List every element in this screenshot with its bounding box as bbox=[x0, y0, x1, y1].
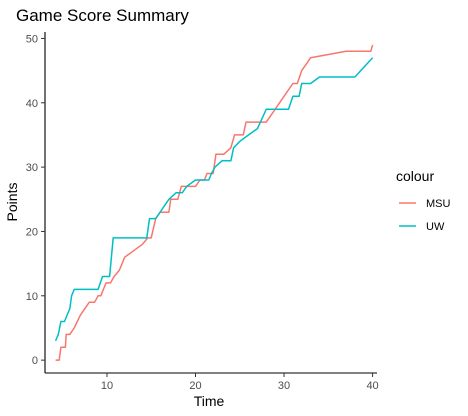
x-tick-label: 10 bbox=[101, 380, 113, 392]
y-tick-label: 40 bbox=[26, 98, 38, 110]
y-tick-label: 20 bbox=[26, 226, 38, 238]
y-axis-title: Points bbox=[4, 183, 20, 222]
y-tick-label: 0 bbox=[32, 355, 38, 367]
series-layer bbox=[54, 44, 374, 361]
x-tick-label: 40 bbox=[366, 380, 378, 392]
y-tick-label: 10 bbox=[26, 291, 38, 303]
legend-label-msu: MSU bbox=[426, 198, 451, 210]
series-line-msu bbox=[55, 44, 374, 361]
legend-label-uw: UW bbox=[426, 221, 445, 233]
chart-title: Game Score Summary bbox=[16, 6, 189, 25]
x-axis-title: Time bbox=[194, 393, 225, 409]
x-tick-label: 20 bbox=[189, 380, 201, 392]
axes: 0 10 20 30 40 50 10 20 30 40 bbox=[26, 32, 379, 392]
legend: colour MSU UW bbox=[396, 168, 451, 233]
legend-title: colour bbox=[396, 168, 434, 184]
y-tick-label: 30 bbox=[26, 162, 38, 174]
legend-items: MSU UW bbox=[399, 198, 451, 233]
series-line-uw bbox=[54, 57, 374, 342]
y-ticks: 0 10 20 30 40 50 bbox=[26, 33, 45, 367]
y-tick-label: 50 bbox=[26, 33, 38, 45]
x-ticks: 10 20 30 40 bbox=[101, 373, 379, 392]
x-tick-label: 30 bbox=[278, 380, 290, 392]
